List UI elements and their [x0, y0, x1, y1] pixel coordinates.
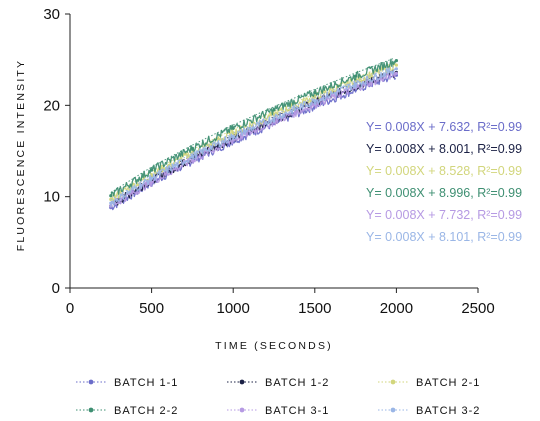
data-point [150, 176, 154, 180]
x-tick-label: 500 [139, 300, 164, 317]
x-tick-label: 2000 [380, 300, 413, 317]
series-line [110, 58, 397, 198]
legend-swatch-marker [239, 379, 245, 385]
y-tick-label: 30 [43, 6, 60, 23]
legend-label: BATCH 2-1 [416, 377, 480, 389]
equation-label: Y= 0.008X + 8.528, R²=0.99 [366, 164, 522, 178]
x-axis-title: TIME (SECONDS) [215, 340, 333, 352]
data-point [109, 201, 113, 205]
y-tick-label: 0 [52, 280, 60, 297]
data-point [394, 67, 398, 71]
legend-label: BATCH 1-1 [114, 377, 178, 389]
y-axis-title: FLUORESCENCE INTENSITY [15, 59, 27, 252]
series-line [110, 67, 396, 208]
data-point [272, 116, 276, 120]
legend-swatch-marker [88, 407, 94, 413]
series-lines [109, 57, 398, 211]
data-point [190, 154, 194, 159]
x-tick-label: 2500 [461, 300, 494, 317]
equation-labels: Y= 0.008X + 7.632, R²=0.99 Y= 0.008X + 8.… [366, 120, 522, 244]
data-point [190, 146, 194, 150]
series-line [110, 74, 397, 211]
legend-swatch-marker [390, 379, 396, 385]
equation-label: Y= 0.008X + 8.996, R²=0.99 [366, 186, 522, 200]
equation-label: Y= 0.008X + 7.632, R²=0.99 [366, 120, 522, 134]
series-line [110, 70, 397, 209]
data-point [231, 134, 235, 138]
legend-label: BATCH 3-1 [265, 405, 329, 417]
data-point [150, 168, 154, 172]
equation-label: Y= 0.008X + 8.001, R²=0.99 [366, 142, 522, 156]
legend-label: BATCH 2-2 [114, 405, 178, 417]
axes [65, 13, 479, 293]
legend: BATCH 1-1 BATCH 1-2 BATCH 2-1 BATCH 2-2 BATC… [76, 377, 480, 417]
data-point [354, 74, 358, 78]
data-point [109, 194, 113, 198]
data-point [354, 82, 358, 86]
x-tick-label: 0 [66, 300, 74, 317]
series-fit-line [110, 65, 395, 201]
equation-label: Y= 0.008X + 8.101, R²=0.99 [366, 230, 522, 244]
equation-label: Y= 0.008X + 7.732, R²=0.99 [366, 208, 522, 222]
legend-label: BATCH 3-2 [416, 405, 480, 417]
data-point [313, 99, 317, 103]
x-tick-label: 1500 [298, 300, 331, 317]
data-point [394, 58, 398, 63]
y-tick-label: 20 [43, 97, 60, 114]
data-point [313, 90, 317, 95]
data-point [231, 131, 235, 135]
data-point [394, 63, 398, 67]
data-point [272, 108, 276, 112]
x-tick-label: 1000 [217, 300, 250, 317]
legend-swatch-marker [239, 407, 245, 413]
series-line [110, 63, 396, 202]
axis-labels: 0 500 1000 1500 2000 2500 0 10 20 30 TIME (SECONDS… [15, 6, 495, 352]
data-point [231, 126, 235, 130]
legend-swatch-marker [390, 407, 396, 413]
series-fit-line [110, 57, 395, 194]
y-tick-label: 10 [43, 189, 60, 206]
legend-label: BATCH 1-2 [265, 377, 329, 389]
data-point [394, 71, 398, 75]
legend-swatch-marker [88, 379, 94, 385]
